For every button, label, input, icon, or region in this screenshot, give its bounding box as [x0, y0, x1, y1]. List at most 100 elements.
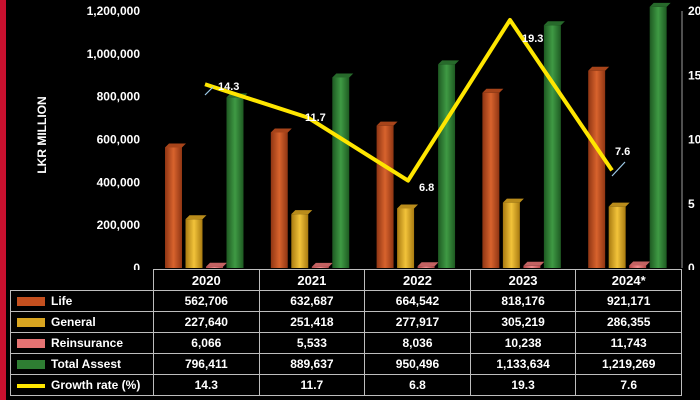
- accent-bar: [0, 0, 6, 400]
- bar-side-face: [328, 262, 333, 268]
- bar-general-2021: [291, 214, 309, 268]
- bar-top-face: [588, 66, 610, 71]
- bar-total-assest-2020: [226, 97, 244, 269]
- y2-tick-label: 10: [688, 133, 700, 147]
- data-table: 2020 2021 2022 2023 2024* Life 562,706 632,687…: [10, 269, 682, 396]
- legend-swatch: [17, 383, 45, 388]
- bar-total-assest-2021: [332, 77, 350, 268]
- leader-line: [611, 161, 626, 177]
- bar-top-face: [482, 88, 504, 93]
- bar-total-assest-2022: [438, 64, 456, 268]
- table-row: Growth rate (%) 14.3 11.7 6.8 19.3 7.6: [10, 374, 682, 396]
- table-header-2023: 2023: [469, 269, 577, 291]
- bar-top-face: [206, 262, 227, 267]
- table-header-2024: 2024*: [575, 269, 682, 291]
- y-axis-secondary: 0 5 10 15 20: [681, 4, 700, 270]
- table-cell: 11.7: [258, 374, 366, 396]
- y-tick-label: 1,200,000: [87, 4, 141, 18]
- bar-side-face: [605, 66, 610, 268]
- bar-top-face: [332, 73, 354, 78]
- legend-swatch: [17, 339, 45, 349]
- legend-series-name: Growth rate (%): [51, 378, 141, 392]
- table-cell: 1,133,634: [469, 353, 577, 375]
- table-cell: 1,219,269: [575, 353, 682, 375]
- table-cell: 5,533: [258, 332, 366, 354]
- bar-top-face: [438, 60, 460, 65]
- bar-side-face: [202, 215, 207, 268]
- bar-layer: [165, 2, 671, 269]
- table-cell: 889,637: [258, 353, 366, 375]
- table-cell: 10,238: [469, 332, 577, 354]
- table-cell: 921,171: [575, 290, 682, 312]
- table-cell: 950,496: [364, 353, 471, 375]
- growth-data-label: 6.8: [419, 182, 434, 194]
- bar-side-face: [243, 93, 248, 269]
- bar-top-face: [185, 215, 207, 220]
- y2-tick-label: 5: [688, 197, 695, 211]
- bar-side-face: [646, 261, 651, 268]
- bar-side-face: [540, 261, 545, 268]
- table-cell: 796,411: [153, 353, 260, 375]
- legend-swatch: [17, 318, 45, 328]
- y-tick-label: 0: [133, 261, 140, 270]
- table-header-2022: 2022: [364, 269, 471, 291]
- table-row: Total Assest 796,411 889,637 950,496 1,133,6…: [10, 353, 682, 375]
- bar-general-2022: [397, 208, 415, 268]
- table-cell: 7.6: [575, 374, 682, 396]
- bar-top-face: [523, 261, 545, 266]
- bar-side-face: [287, 128, 292, 268]
- bar-top-face: [629, 261, 651, 266]
- bar-reinsurance-2021: [311, 266, 329, 268]
- bar-general-2024: [608, 206, 626, 268]
- table-header-row: 2020 2021 2022 2023 2024*: [11, 269, 682, 291]
- table-cell: 286,355: [575, 311, 682, 333]
- bar-life-2022: [376, 125, 394, 269]
- bar-top-face: [291, 210, 313, 215]
- legend-series-name: General: [51, 315, 96, 329]
- y-axis-primary: 0 200,000 400,000 600,000 800,000 1,000,000 1,…: [87, 4, 141, 270]
- table-cell: 11,743: [575, 332, 682, 354]
- y-tick-label: 600,000: [97, 133, 141, 147]
- legend-series-name: Reinsurance: [51, 336, 124, 350]
- legend-label: Growth rate (%): [10, 374, 154, 396]
- legend-label: Total Assest: [10, 353, 154, 375]
- table-cell: 562,706: [153, 290, 260, 312]
- bar-side-face: [499, 88, 504, 268]
- y2-tick-label: 20: [688, 4, 700, 18]
- legend-series-name: Total Assest: [51, 357, 122, 371]
- leader-line: [204, 86, 214, 96]
- table-row: Reinsurance 6,066 5,533 8,036 10,238 11,743: [10, 332, 682, 354]
- bar-side-face: [349, 73, 354, 268]
- bar-side-face: [666, 2, 671, 268]
- table-cell: 8,036: [364, 332, 471, 354]
- table-cell: 14.3: [153, 374, 260, 396]
- table-header-2020: 2020: [153, 269, 260, 291]
- table-header-2021: 2021: [258, 269, 366, 291]
- bar-life-2021: [270, 132, 288, 268]
- bar-side-face: [393, 121, 398, 269]
- growth-data-label: 11.7: [305, 112, 326, 124]
- table-corner-cell: [11, 270, 154, 291]
- table-row: General 227,640 251,418 277,917 305,219 286,3…: [10, 311, 682, 333]
- bar-life-2024: [588, 70, 606, 268]
- bar-side-face: [308, 210, 313, 268]
- growth-data-label: 14.3: [218, 81, 239, 93]
- table-cell: 6.8: [364, 374, 471, 396]
- table-cell: 277,917: [364, 311, 471, 333]
- bar-top-face: [543, 21, 565, 26]
- bar-top-face: [270, 128, 292, 133]
- legend-series-name: Life: [51, 294, 73, 308]
- bar-life-2020: [165, 147, 182, 268]
- table-cell: 305,219: [469, 311, 577, 333]
- y-tick-label: 200,000: [97, 218, 141, 232]
- bar-top-face: [649, 2, 671, 7]
- growth-data-label: 7.6: [615, 146, 630, 158]
- bar-general-2020: [185, 219, 203, 268]
- bar-side-face: [625, 202, 630, 268]
- bar-side-face: [182, 143, 186, 268]
- bar-top-face: [417, 262, 439, 267]
- bar-side-face: [519, 198, 524, 268]
- growth-data-label: 19.3: [522, 33, 543, 45]
- bar-side-face: [414, 204, 419, 268]
